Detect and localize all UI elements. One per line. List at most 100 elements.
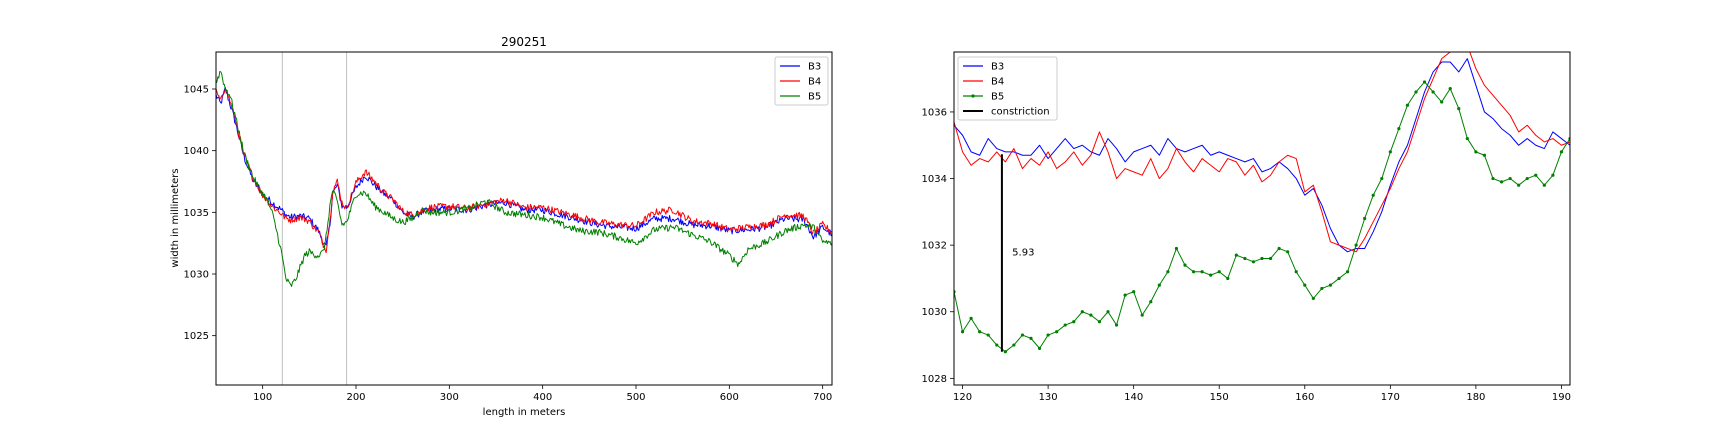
left-y-tick-label: 1030: [184, 270, 209, 281]
right-series-b5-point: [1166, 270, 1170, 274]
right-series-b5-point: [1286, 250, 1290, 254]
right-series-b5-point: [1183, 263, 1187, 267]
right-series-b5-point: [1226, 276, 1230, 281]
left-legend-label-b3: B3: [808, 62, 821, 73]
left-series-b4-line: [216, 88, 832, 254]
right-series-b5-point: [960, 330, 965, 334]
right-series-b5-point: [1072, 320, 1076, 324]
right-series-b5-point: [1260, 256, 1264, 261]
right-legend: B3 B4 B5 constriction: [957, 56, 1058, 121]
right-series-b5-point: [1542, 183, 1546, 187]
left-x-tick-label: 300: [440, 392, 459, 403]
right-series-b5-point: [1217, 270, 1221, 274]
right-series-b5-point: [1448, 87, 1452, 91]
right-series-b5-point: [1431, 90, 1435, 94]
left-legend-label-b4: B4: [808, 77, 821, 88]
right-x-tick-label: 180: [1466, 392, 1485, 403]
left-y-tick-label: 1040: [184, 146, 209, 157]
right-series-b5-point: [1106, 310, 1110, 314]
right-x-tick-label: 190: [1552, 392, 1571, 403]
right-series-b5-point: [1354, 243, 1358, 247]
right-series-b5-point: [1132, 290, 1136, 294]
right-series-b5-point: [1157, 283, 1161, 287]
right-series-b5-point: [1559, 150, 1564, 154]
right-series-b5-point: [1277, 246, 1281, 251]
right-series-b5-point: [1123, 293, 1127, 297]
right-x-tick-label: 150: [1210, 392, 1229, 403]
right-y-tick-label: 1032: [922, 241, 947, 252]
left-y-tick-label: 1025: [184, 331, 209, 342]
right-legend-label-b3: B3: [991, 62, 1004, 73]
right-series-b5-point: [1209, 273, 1213, 277]
left-plot-area: [216, 52, 832, 385]
left-x-tick-label: 100: [253, 392, 272, 403]
right-y-tick-label: 1036: [922, 107, 947, 118]
right-series-b5-point: [1063, 323, 1067, 327]
right-legend-label-b4: B4: [991, 77, 1004, 88]
right-x-tick-label: 160: [1295, 392, 1314, 403]
right-series-b5-point: [1200, 270, 1204, 274]
right-legend-label-constriction: constriction: [991, 107, 1050, 118]
left-y-axis-label: width in millimeters: [170, 168, 181, 267]
right-series-b5-point: [1414, 90, 1418, 94]
right-series-b5-point: [1089, 313, 1093, 317]
left-legend-label-b5: B5: [808, 92, 821, 103]
right-series-b5-point: [1388, 150, 1392, 154]
right-y-tick-label: 1030: [922, 307, 947, 318]
right-series-b5-point: [1080, 310, 1084, 314]
right-series-b5-point: [1012, 343, 1016, 347]
right-series-b5-point: [995, 343, 999, 347]
right-series-b5-point: [1534, 173, 1538, 177]
right-series-b5-point: [1457, 107, 1461, 111]
left-ticks: 100 200 300 400 500 600 700 1025 1030 1035 1040 104…: [184, 85, 833, 404]
right-series-b5-point: [1268, 256, 1273, 261]
right-series-b5-point: [1397, 126, 1401, 131]
right-series-b5-point: [1337, 276, 1341, 281]
right-series-b5-point: [1345, 270, 1350, 274]
right-legend-box: [957, 56, 1058, 121]
right-y-tick-label: 1028: [922, 374, 947, 385]
right-series-b5-point: [1320, 286, 1324, 291]
left-x-tick-label: 500: [626, 392, 645, 403]
chart-left: 100 200 300 400 500 600 700 1025 1030 1035 1040 104…: [170, 35, 833, 418]
right-series-b5-point: [1551, 173, 1555, 177]
constriction-value-annotation: 5.93: [1012, 247, 1034, 258]
right-series-b5-point: [1422, 80, 1427, 84]
right-series-b5-point: [1097, 320, 1102, 324]
left-x-axis-label: length in meters: [483, 407, 566, 418]
right-series-b5-point: [969, 316, 973, 320]
right-series-b5-point: [1055, 330, 1059, 334]
right-x-tick-label: 170: [1381, 392, 1400, 403]
right-series-b5-point: [1499, 180, 1504, 184]
right-series-b5-point: [1294, 270, 1298, 274]
left-series-b5-line: [216, 71, 832, 287]
chart-right: 120 130 140 150 160 170 180 190 1028 1030 1032 1034…: [922, 51, 1571, 403]
right-series-b5-point: [1440, 100, 1444, 104]
left-legend-box: [774, 56, 829, 106]
right-series-b5-point: [1380, 176, 1384, 181]
right-series-b5-point: [1243, 256, 1247, 261]
right-series-b5-point: [1037, 346, 1042, 350]
right-series-b5-point: [1465, 136, 1469, 141]
left-x-tick-label: 600: [720, 392, 739, 403]
right-axes-frame: [953, 51, 1571, 386]
right-plot-area: [954, 52, 1570, 354]
left-chart-title: 290251: [501, 35, 547, 49]
right-y-tick-label: 1034: [922, 174, 947, 185]
right-series-b5-point: [1046, 333, 1050, 337]
right-series-b5-point: [1525, 176, 1529, 181]
right-series-b5-point: [1003, 350, 1007, 354]
left-y-tick-label: 1045: [184, 85, 209, 96]
right-series-b5-point: [1405, 103, 1410, 107]
right-series-b5-point: [1020, 333, 1025, 337]
left-x-tick-label: 700: [813, 392, 832, 403]
right-series-b5-point: [1191, 270, 1196, 274]
right-series-b4-line: [954, 52, 1570, 253]
right-series-b5-point: [1517, 183, 1521, 187]
right-x-tick-label: 140: [1124, 392, 1143, 403]
right-series-b5-point: [978, 330, 982, 334]
right-ticks: 120 130 140 150 160 170 180 190 1028 1030 1032 1034…: [922, 107, 1571, 403]
right-series-b3-line: [954, 58, 1570, 253]
right-series-b5-point: [1311, 296, 1315, 301]
right-series-b5-point: [1029, 336, 1033, 340]
